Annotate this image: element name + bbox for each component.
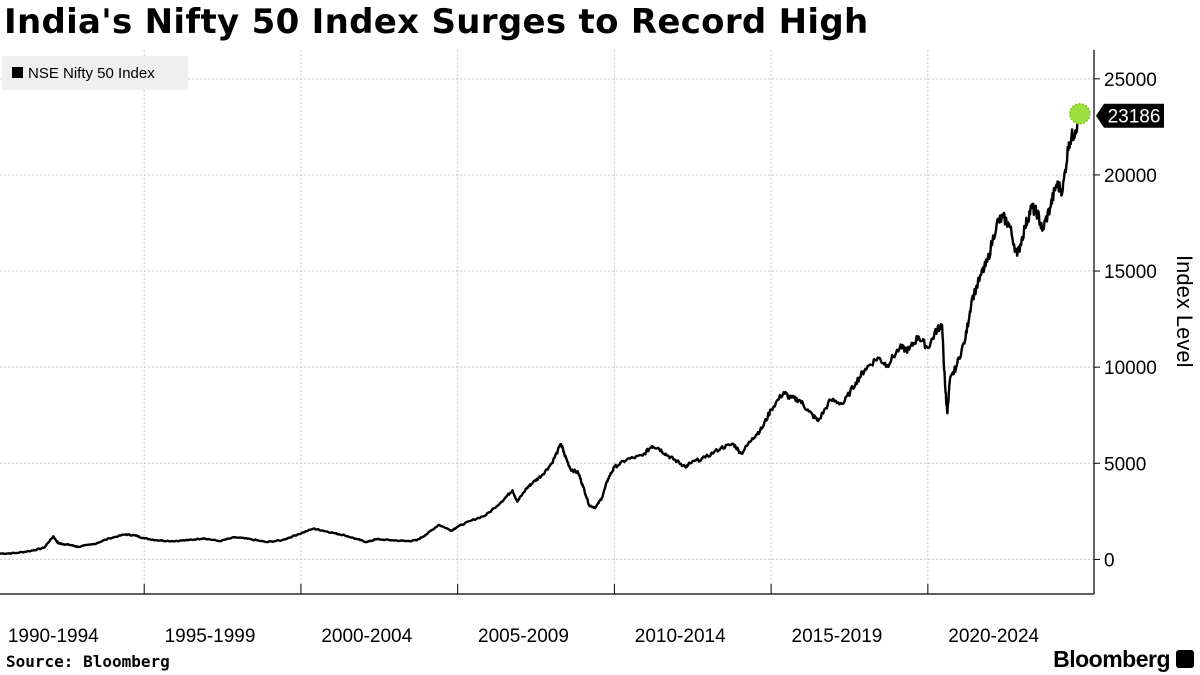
markers: 23186 (1069, 102, 1164, 128)
y-tick-label: 15000 (1104, 262, 1157, 283)
source-note: Source: Bloomberg (6, 652, 170, 671)
y-tick-label: 10000 (1104, 358, 1157, 379)
legend-swatch (12, 67, 23, 78)
grid (0, 50, 1094, 594)
y-axis-label: Index Level (1172, 255, 1197, 368)
last-value-callout (1096, 103, 1164, 128)
brand-mark-icon (1176, 650, 1194, 668)
brand-logo: Bloomberg (1053, 646, 1170, 672)
legend-label: NSE Nifty 50 Index (28, 65, 155, 82)
last-point-marker (1069, 102, 1091, 125)
chart-title: India's Nifty 50 Index Surges to Record … (4, 2, 869, 42)
axes: 0 5000 10000 15000 20000 25000 1990-1994 1995-1… (0, 50, 1197, 647)
y-tick-label: 20000 (1104, 166, 1157, 187)
last-value-label: 23186 (1108, 107, 1161, 128)
series-line-nifty50 (0, 107, 1082, 556)
y-tick-label: 5000 (1104, 454, 1146, 475)
x-tick-label: 2015-2019 (792, 626, 883, 647)
x-tick-label: 2000-2004 (321, 626, 412, 647)
x-tick-label: 2020-2024 (948, 626, 1039, 647)
x-tick-label: 2010-2014 (635, 626, 726, 647)
x-tick-label: 2005-2009 (478, 626, 569, 647)
legend: NSE Nifty 50 Index (2, 56, 188, 90)
y-tick-label: 25000 (1104, 70, 1157, 91)
y-tick-label: 0 (1104, 550, 1115, 571)
legend-box (2, 56, 188, 90)
x-tick-label: 1990-1994 (8, 626, 99, 647)
x-tick-label: 1995-1999 (165, 626, 256, 647)
